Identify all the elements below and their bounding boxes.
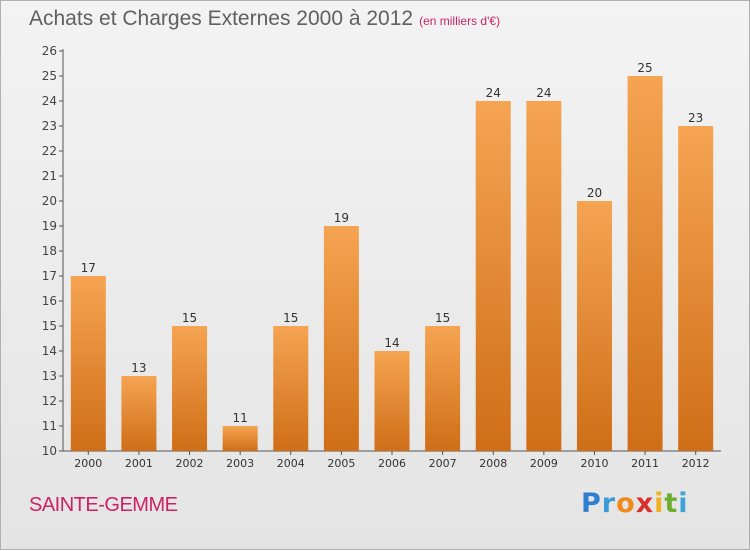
y-tick-label: 13 xyxy=(42,369,57,383)
y-tick-label: 22 xyxy=(42,144,57,158)
x-tick-label: 2001 xyxy=(125,457,153,470)
y-tick-label: 17 xyxy=(42,269,57,283)
y-tick-label: 12 xyxy=(42,394,57,408)
y-tick-label: 15 xyxy=(42,319,57,333)
y-tick-label: 25 xyxy=(42,69,57,83)
bar-value-label: 17 xyxy=(81,261,96,275)
bar-value-label: 13 xyxy=(131,361,146,375)
x-tick-label: 2003 xyxy=(226,457,254,470)
logo-letter: i xyxy=(678,488,689,519)
bar xyxy=(475,101,511,451)
x-tick-label: 2007 xyxy=(429,457,457,470)
x-tick-label: 2004 xyxy=(277,457,305,470)
x-tick-label: 2002 xyxy=(176,457,204,470)
x-tick-label: 2008 xyxy=(479,457,507,470)
bar-value-label: 11 xyxy=(233,411,248,425)
chart-title: Achats et Charges Externes 2000 à 2012 (e… xyxy=(29,7,500,31)
bar xyxy=(678,126,714,451)
bar-value-label: 15 xyxy=(283,311,298,325)
bar-value-label: 24 xyxy=(536,86,551,100)
y-tick-label: 26 xyxy=(42,44,57,58)
logo-letter: t xyxy=(664,488,679,519)
bar-value-label: 15 xyxy=(435,311,450,325)
x-tick-label: 2000 xyxy=(74,457,102,470)
chart-title-text: Achats et Charges Externes 2000 à 2012 xyxy=(29,7,414,30)
x-tick-label: 2011 xyxy=(631,457,659,470)
bar xyxy=(273,326,309,451)
logo-letter: o xyxy=(616,488,636,519)
x-tick-label: 2005 xyxy=(327,457,355,470)
y-tick-label: 20 xyxy=(42,194,57,208)
bar xyxy=(172,326,208,451)
bar xyxy=(121,376,157,451)
logo-letter: x xyxy=(635,488,655,519)
bar xyxy=(526,101,562,451)
y-tick-label: 16 xyxy=(42,294,57,308)
y-tick-label: 19 xyxy=(42,219,57,233)
bar xyxy=(222,426,258,451)
bar xyxy=(323,226,359,451)
bar-value-label: 24 xyxy=(486,86,501,100)
y-tick-label: 18 xyxy=(42,244,57,258)
x-tick-label: 2010 xyxy=(580,457,608,470)
bar-value-label: 19 xyxy=(334,211,349,225)
bar-value-label: 20 xyxy=(587,186,602,200)
bar-value-label: 14 xyxy=(384,336,399,350)
logo-letter: i xyxy=(654,488,665,519)
commune-name: SAINTE-GEMME xyxy=(29,494,178,516)
chart-unit: (en milliers d'€) xyxy=(419,14,501,28)
y-tick-label: 10 xyxy=(42,444,57,458)
bar-value-label: 25 xyxy=(637,61,652,75)
y-tick-label: 11 xyxy=(42,419,57,433)
bar xyxy=(374,351,410,451)
bar xyxy=(425,326,461,451)
y-tick-label: 21 xyxy=(42,169,57,183)
bar xyxy=(70,276,106,451)
logo-letter: P xyxy=(581,488,602,519)
logo-letter: r xyxy=(601,488,617,519)
x-tick-label: 2006 xyxy=(378,457,406,470)
bar-value-label: 23 xyxy=(688,111,703,125)
proxiti-logo: Proxiti xyxy=(581,488,689,519)
bar xyxy=(627,76,663,451)
y-tick-label: 14 xyxy=(42,344,57,358)
y-tick-label: 24 xyxy=(42,94,57,108)
x-tick-label: 2012 xyxy=(682,457,710,470)
bar-value-label: 15 xyxy=(182,311,197,325)
y-tick-label: 23 xyxy=(42,119,57,133)
x-tick-label: 2009 xyxy=(530,457,558,470)
bar xyxy=(576,201,612,451)
